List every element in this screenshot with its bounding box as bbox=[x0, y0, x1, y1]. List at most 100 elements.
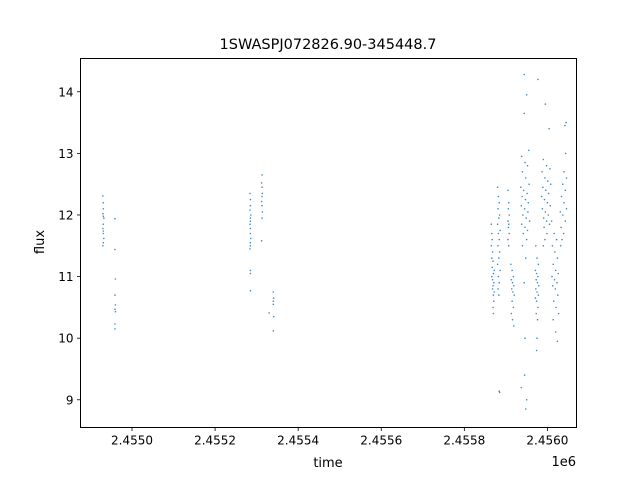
data-point bbox=[498, 217, 500, 219]
data-point bbox=[491, 251, 494, 253]
data-point bbox=[561, 238, 563, 241]
data-point bbox=[114, 308, 116, 311]
data-point bbox=[549, 204, 552, 207]
data-point bbox=[261, 211, 264, 213]
data-point bbox=[491, 288, 494, 290]
data-point bbox=[249, 204, 252, 207]
data-point bbox=[564, 152, 567, 155]
x-axis-label: time bbox=[313, 456, 342, 471]
data-point bbox=[497, 232, 500, 235]
data-point bbox=[542, 245, 545, 247]
data-point bbox=[492, 306, 494, 309]
data-point bbox=[249, 198, 252, 201]
data-point bbox=[114, 323, 116, 325]
data-point bbox=[493, 281, 495, 284]
y-axis-label: flux bbox=[33, 230, 48, 254]
data-point bbox=[547, 192, 550, 195]
data-point bbox=[272, 300, 275, 303]
data-point bbox=[249, 192, 251, 195]
x-tick-label: 2.4554 bbox=[277, 434, 319, 448]
data-point bbox=[491, 257, 493, 259]
data-point bbox=[507, 226, 510, 229]
data-point bbox=[528, 183, 530, 185]
data-point bbox=[249, 289, 252, 292]
axes-frame bbox=[80, 58, 577, 428]
data-point bbox=[521, 171, 524, 173]
data-point bbox=[525, 399, 528, 401]
data-point bbox=[524, 198, 527, 201]
data-point bbox=[557, 312, 560, 315]
data-point bbox=[548, 223, 551, 225]
data-point bbox=[268, 312, 270, 314]
data-point bbox=[510, 278, 513, 281]
x-tick-label: 2.4560 bbox=[526, 434, 568, 448]
data-point bbox=[546, 232, 548, 235]
data-point bbox=[554, 331, 557, 333]
data-point bbox=[249, 245, 252, 247]
data-point bbox=[560, 195, 563, 198]
data-point bbox=[498, 238, 501, 241]
data-point bbox=[508, 214, 511, 216]
data-points bbox=[102, 73, 568, 410]
x-tick-label: 2.4558 bbox=[443, 434, 485, 448]
data-point bbox=[563, 201, 565, 204]
data-point bbox=[490, 223, 493, 225]
data-point bbox=[542, 217, 545, 219]
data-point bbox=[540, 195, 543, 198]
data-point bbox=[249, 223, 251, 225]
data-point bbox=[260, 200, 263, 203]
data-point bbox=[114, 328, 116, 330]
data-point bbox=[491, 238, 494, 241]
data-point bbox=[102, 215, 105, 217]
data-point bbox=[523, 112, 525, 115]
data-point bbox=[498, 201, 501, 204]
data-point bbox=[521, 195, 523, 198]
y-tick-label: 10 bbox=[58, 332, 73, 346]
data-point bbox=[544, 211, 547, 213]
data-point bbox=[272, 303, 275, 306]
data-point bbox=[526, 192, 528, 195]
data-point bbox=[553, 278, 556, 281]
data-point bbox=[524, 161, 526, 164]
data-point bbox=[544, 177, 546, 179]
data-point bbox=[536, 318, 539, 321]
data-point bbox=[565, 208, 568, 210]
x-tick-label: 2.4556 bbox=[360, 434, 402, 448]
data-point bbox=[535, 245, 537, 247]
data-point bbox=[527, 211, 529, 213]
data-point bbox=[508, 223, 510, 225]
data-point bbox=[556, 281, 558, 284]
data-point bbox=[521, 245, 524, 247]
data-point bbox=[496, 186, 499, 188]
data-point bbox=[544, 103, 547, 105]
data-point bbox=[525, 238, 528, 241]
data-point bbox=[512, 306, 515, 309]
data-point bbox=[492, 294, 495, 296]
data-point bbox=[551, 245, 554, 247]
y-tick-label: 12 bbox=[58, 208, 73, 222]
data-point bbox=[544, 238, 546, 241]
data-point bbox=[562, 232, 565, 235]
data-point bbox=[102, 212, 104, 215]
data-point bbox=[512, 291, 514, 293]
data-point bbox=[543, 226, 545, 229]
data-point bbox=[510, 312, 513, 315]
data-point bbox=[553, 232, 555, 235]
data-point bbox=[492, 285, 494, 287]
data-point bbox=[524, 226, 526, 229]
data-point bbox=[554, 251, 556, 253]
data-point bbox=[535, 349, 538, 352]
data-point bbox=[103, 217, 105, 219]
chart-title: 1SWASPJ072826.90-345448.7 bbox=[220, 37, 437, 53]
data-point bbox=[556, 340, 559, 343]
data-point bbox=[522, 232, 525, 235]
data-point bbox=[564, 189, 567, 192]
data-point bbox=[535, 300, 538, 303]
data-point bbox=[549, 183, 552, 185]
data-point bbox=[527, 201, 530, 204]
data-point bbox=[548, 127, 550, 130]
data-point bbox=[554, 269, 557, 272]
data-point bbox=[520, 155, 523, 158]
data-point bbox=[513, 325, 515, 327]
y-axis: 9 10 11 12 13 14 bbox=[58, 85, 81, 407]
